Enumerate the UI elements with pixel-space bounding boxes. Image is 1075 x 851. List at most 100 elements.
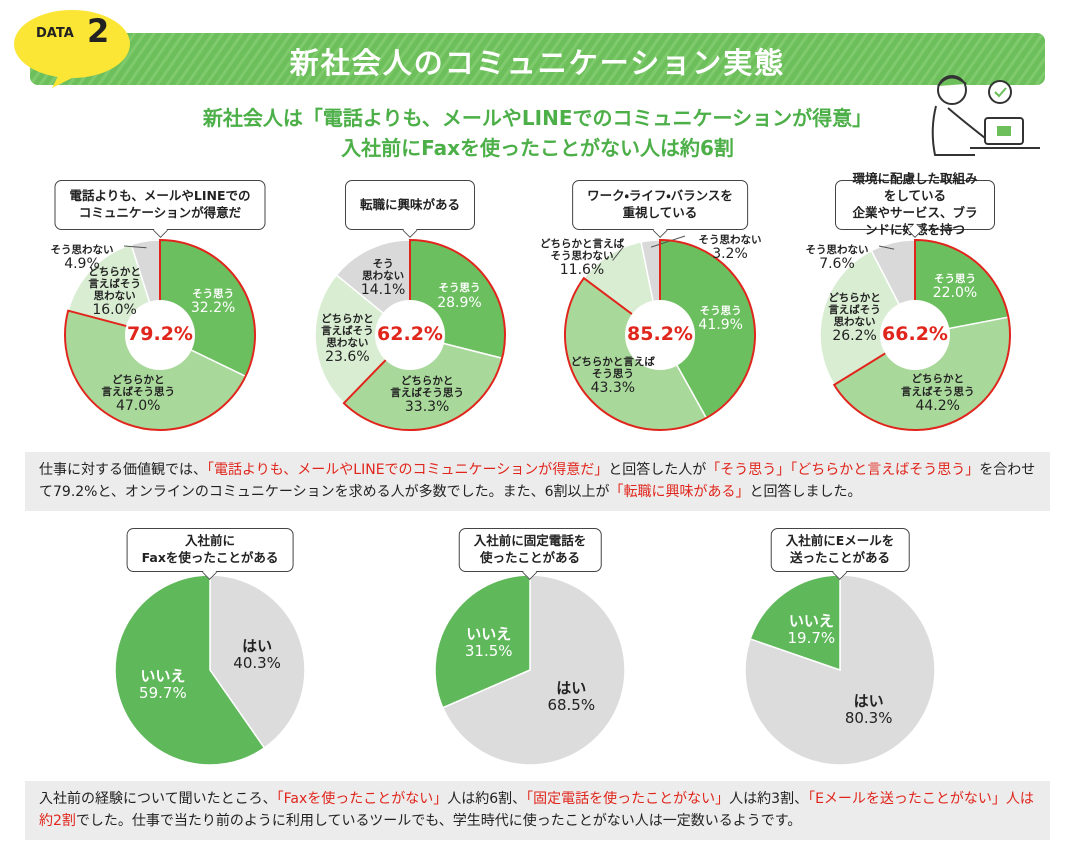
header-title: 新社会人のコミュニケーション実態 [289, 46, 786, 80]
header-bar [30, 33, 1045, 85]
slice-value: 19.7% [787, 628, 836, 647]
note-text: でした。仕事で当たり前のように利用しているツールでも、学生時代に使ったことがない… [75, 813, 802, 830]
slice-category: どちらかと言えば そう思わない [540, 237, 624, 262]
slice-value: 3.2% [712, 245, 748, 262]
note-text: 人は約6割、 [447, 791, 527, 807]
subtitle: 新社会人は「電話よりも、メールやLINEでのコミュニケーションが得意」 [202, 106, 873, 130]
pie-slice [819, 249, 916, 386]
slice-category: どちらかと 言えばそう 思わない [88, 265, 141, 302]
slice-value: 28.9% [437, 294, 482, 311]
badge-label: DATA [36, 26, 74, 41]
slice-category: そう思う [699, 305, 742, 318]
slice-label: いいえ 19.7% [787, 611, 836, 648]
slice-label: そう思う 32.2% [191, 288, 235, 316]
slice-category: どちらかと言えば そう思う [570, 356, 655, 381]
agree-outline [564, 238, 756, 431]
slice-category: どちらかと 言えばそう思う [101, 373, 175, 398]
chart-title: 入社前に固定電話を 使ったことがある [458, 528, 602, 572]
slice-category: そう思わない [50, 243, 114, 256]
slice-label: はい 80.3% [844, 691, 893, 728]
chart-title: 転職に興味がある [344, 180, 476, 230]
slice-value: 80.3% [844, 709, 893, 728]
slice-value: 31.5% [464, 641, 513, 660]
slice-label: そう思う 22.0% [933, 273, 977, 301]
slice-category: そう思う [933, 272, 976, 285]
slice-value: 47.0% [115, 397, 161, 414]
slice-value: 43.3% [590, 380, 636, 397]
chart-title: 入社前にEメールを 送ったことがある [770, 528, 910, 572]
slice-label: どちらかと 言えばそう 思わない 23.6% [321, 313, 374, 365]
slice-value: 26.2% [832, 328, 877, 345]
note-text: 入社前の経験について聞いたところ、 [39, 791, 277, 807]
slice-category: どちらかと 言えばそう 思わない [828, 292, 881, 329]
slice-value: 16.0% [92, 301, 137, 318]
slice-label: どちらかと言えば そう思う 43.3% [571, 356, 655, 396]
slice-value: 4.9% [64, 255, 100, 272]
chart-title: 環境に配慮した取組みをしている 企業やサービス、ブランドに好感を持つ [835, 171, 995, 237]
slice-value: 7.6% [819, 255, 855, 272]
slice-label: いいえ 31.5% [464, 624, 513, 661]
center-label: 66.2% [882, 323, 948, 346]
note: 仕事に対する価値観では、「電話よりも、メールやLINEでのコミュニケーションが得… [25, 452, 1050, 511]
badge [14, 10, 130, 78]
slice-category: そう思わない [805, 243, 869, 256]
pie-slice [434, 574, 531, 709]
slice-label: そう思わない 4.9% [51, 244, 114, 272]
slice-category: どちらかと 言えばそう 思わない [321, 312, 374, 349]
slice-value: 22.0% [932, 284, 978, 301]
note-text: を合わせて79.2%と、オンラインのコミュニケーションを求める人が多数でした。ま… [39, 462, 1036, 501]
slice-category: いいえ [788, 611, 834, 630]
center-label: 79.2% [127, 323, 193, 346]
pie-slice [744, 574, 936, 766]
leader-line [123, 245, 147, 249]
slice-value: 23.6% [325, 348, 370, 365]
note-text: 仕事に対する価値観では、 [39, 462, 207, 478]
note-text: 「そう思う」「どちらかと言えばそう思う」 [706, 462, 980, 478]
slice-category: はい [242, 636, 273, 655]
slice-label: どちらかと 言えばそう 思わない 16.0% [88, 266, 141, 318]
slice-value: 33.3% [404, 399, 450, 416]
agree-outline [64, 238, 256, 431]
slice-category: いいえ [466, 624, 512, 643]
donut-hole [625, 300, 695, 370]
slice-category: はい [853, 691, 884, 710]
slice-value: 59.7% [139, 683, 187, 702]
slice-label: どちらかと 言えばそう思う 33.3% [390, 375, 464, 415]
slice-label: どちらかと 言えばそう思う 44.2% [901, 373, 975, 413]
slice-label: どちらかと 言えばそう 思わない 26.2% [828, 292, 881, 344]
badge-number: 2 [87, 12, 110, 50]
chart-title: 入社前に Faxを使ったことがある [126, 528, 294, 572]
donut-hole [125, 300, 195, 370]
badge-tail [52, 72, 78, 88]
slice-value: 40.3% [233, 654, 281, 673]
slice-value: 14.1% [360, 282, 406, 299]
leader-line [650, 235, 686, 248]
slice-category: はい [556, 678, 587, 697]
donut-hole [375, 300, 445, 370]
chart-title: ワーク・ライフ・バランスを 重視している [572, 180, 748, 230]
note: 入社前の経験について聞いたところ、「Faxを使ったことがない」人は約6割、「固定… [25, 781, 1050, 840]
note-text: 「電話よりも、メールやLINEでのコミュニケーションが得意だ」 [207, 462, 609, 478]
slice-category: どちらかと 言えばそう思う [390, 375, 464, 400]
note-text: と回答しました。 [749, 484, 862, 501]
slice-category: そう思う [192, 287, 235, 300]
slice-label: どちらかと 言えばそう思う 47.0% [101, 374, 175, 414]
pie-slice [314, 273, 412, 405]
subtitle: 入社前にFaxを使ったことがない人は約6割 [341, 136, 734, 160]
pie-slice [441, 574, 626, 766]
slice-value: 41.9% [698, 317, 743, 334]
slice-label: そう思う 41.9% [698, 305, 742, 333]
slice-label: そう思わない 7.6% [806, 244, 869, 272]
agree-outline [342, 238, 506, 431]
center-label: 62.2% [377, 323, 443, 346]
note-text: 「Eメールを送ったことがない」人は約2割 [39, 791, 1034, 830]
slice-label: そう思わない 3.2% [699, 234, 762, 262]
slice-value: 44.2% [915, 397, 960, 414]
agree-outline [832, 238, 1011, 431]
center-label: 85.2% [627, 323, 693, 346]
note-text: 「転職に興味がある」 [609, 484, 750, 501]
slice-label: はい 40.3% [233, 636, 281, 673]
note-text: 人は約3割、 [729, 791, 809, 807]
